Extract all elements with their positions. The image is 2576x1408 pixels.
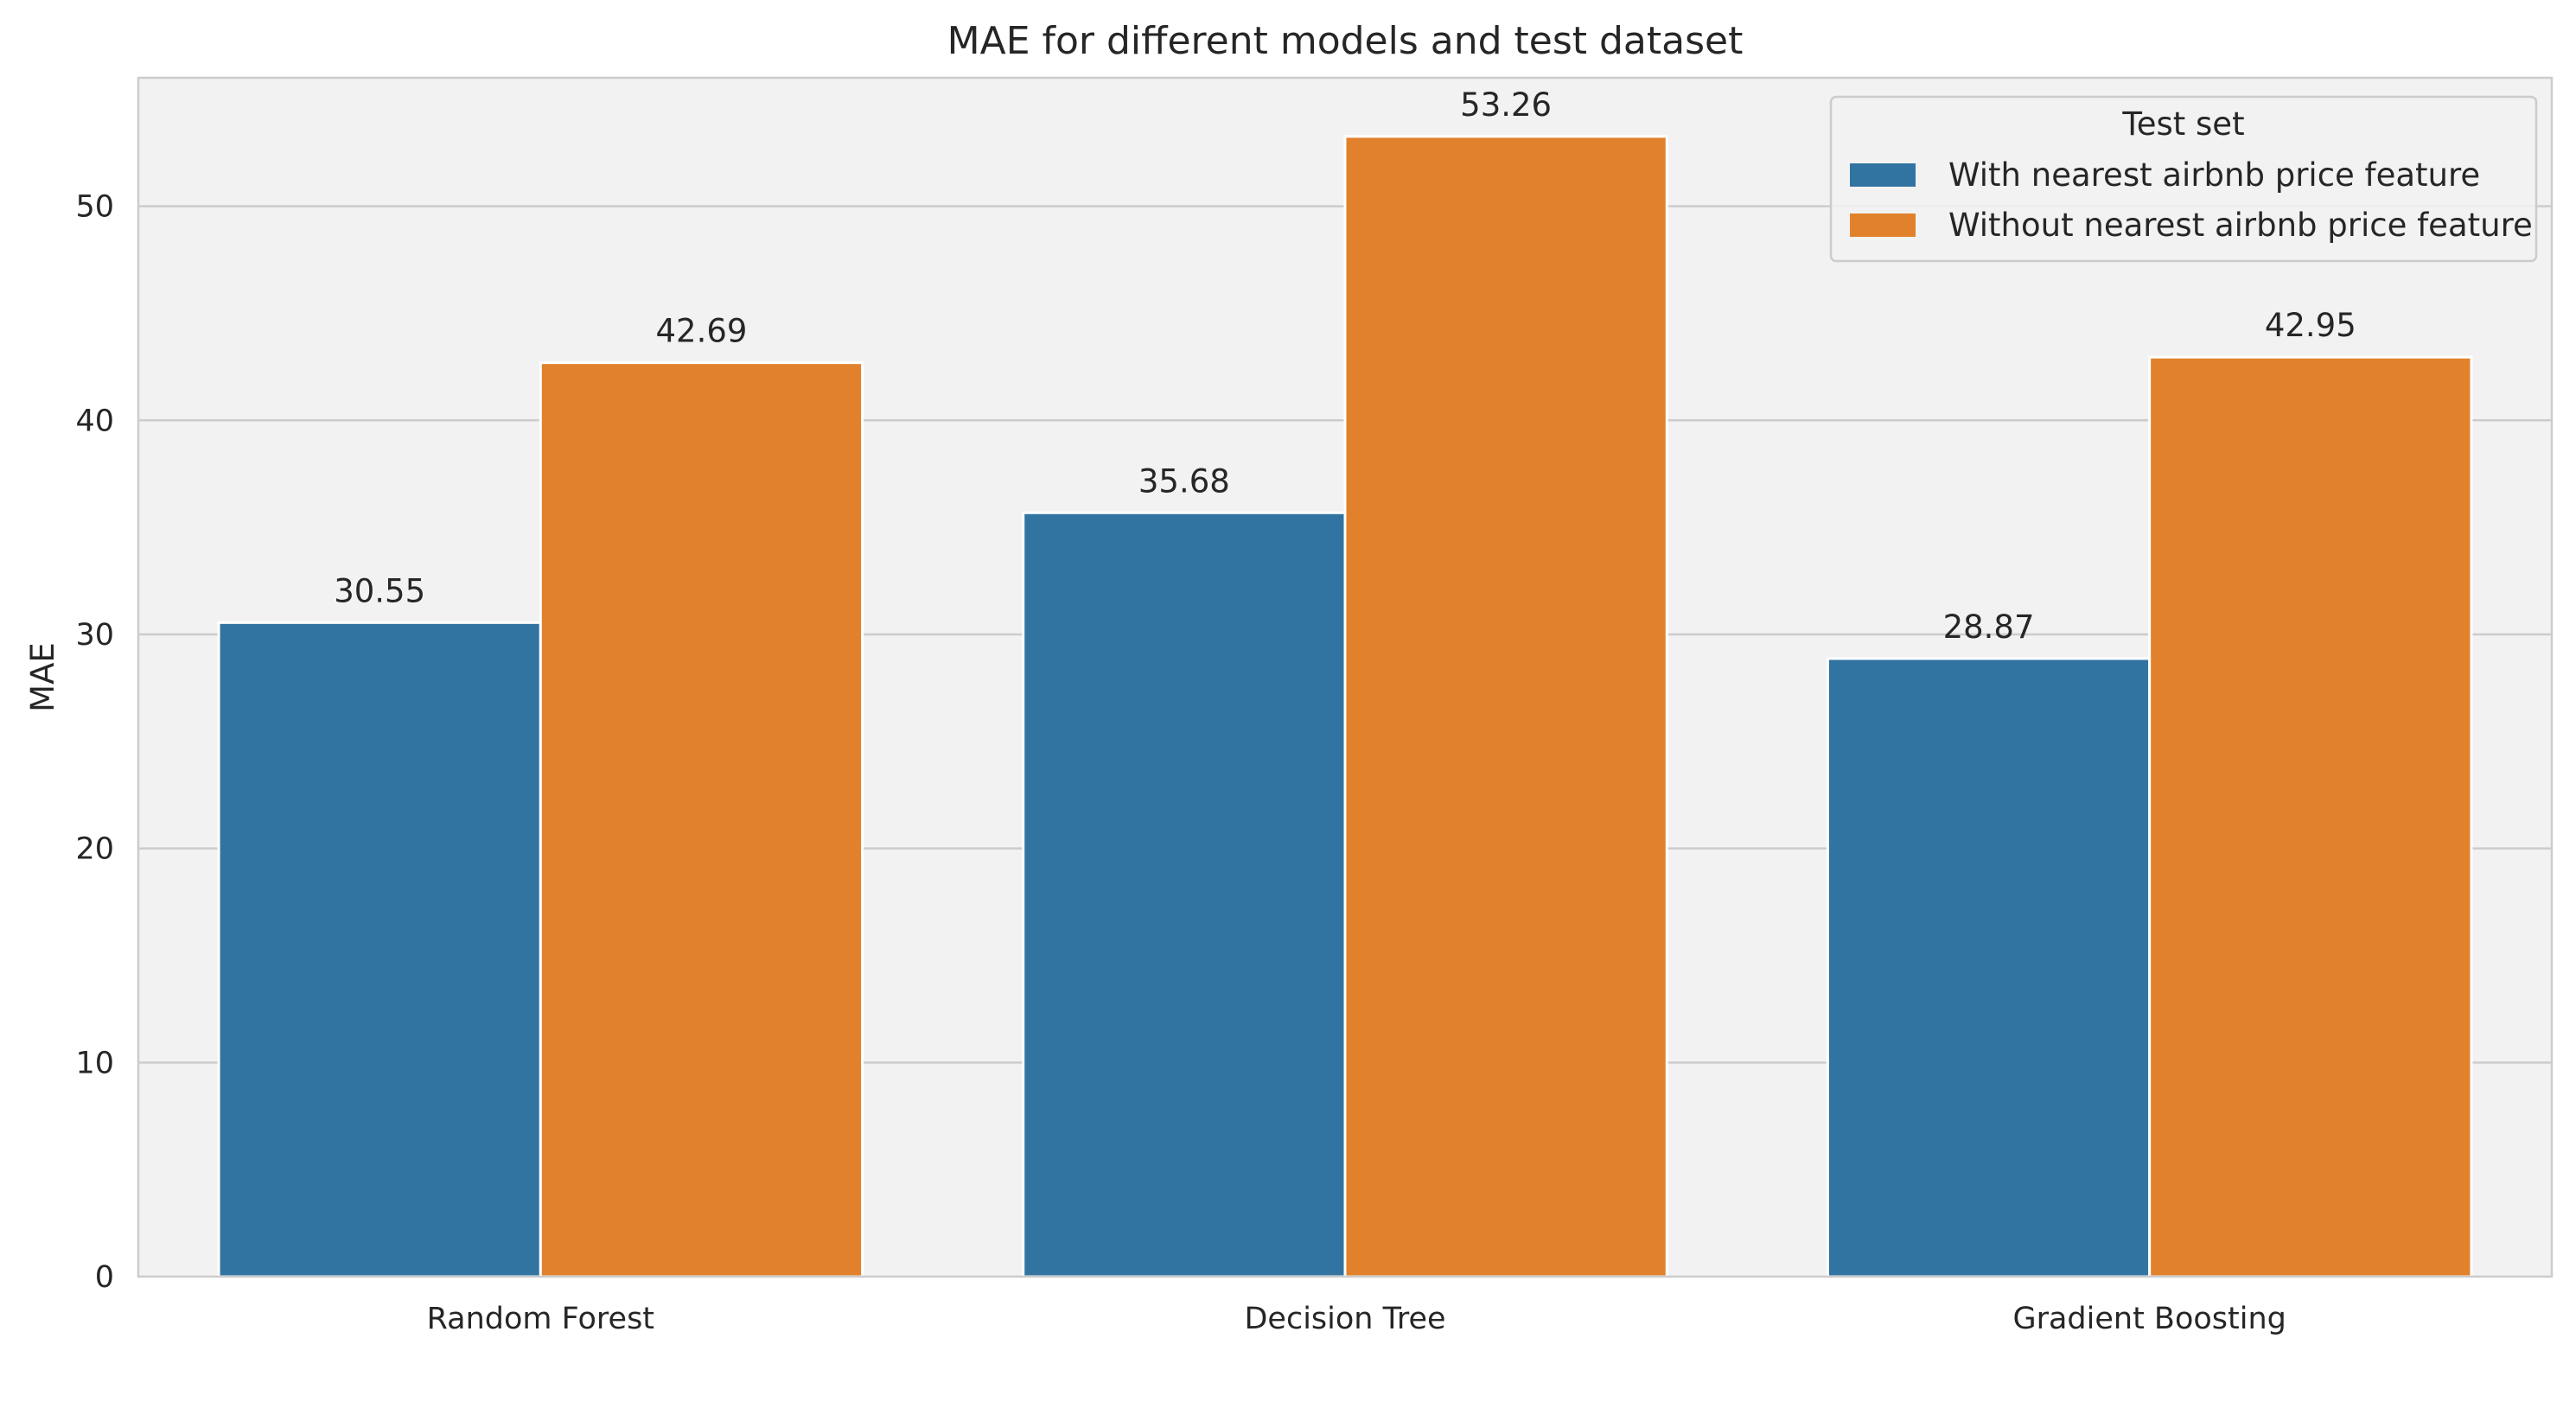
x-tick-label: Random Forest — [427, 1302, 654, 1336]
bar-value-label: 35.68 — [1138, 462, 1230, 500]
legend-title: Test set — [2121, 105, 2244, 143]
bar-value-label: 42.69 — [655, 313, 747, 350]
bar — [1826, 657, 2152, 1278]
bar-value-label: 53.26 — [1460, 86, 1552, 124]
plot-frame — [137, 76, 2554, 1278]
y-tick-label: 50 — [75, 190, 114, 225]
legend: Test set With nearest airbnb price featu… — [1829, 95, 2538, 263]
chart-title: MAE for different models and test datase… — [947, 19, 1744, 63]
bar-value-label: 42.95 — [2265, 307, 2356, 344]
bar-value-labels: 30.55 42.69 35.68 53.26 28.87 42.95 — [334, 86, 2356, 646]
y-tick-label: 30 — [75, 618, 114, 653]
x-tick-label: Decision Tree — [1244, 1302, 1445, 1336]
bar-value-label: 30.55 — [334, 572, 425, 609]
y-tick-label: 40 — [75, 404, 114, 438]
bar — [217, 621, 542, 1278]
bars — [217, 135, 2473, 1278]
x-tick-labels: Random Forest Decision Tree Gradient Boost… — [427, 1302, 2286, 1336]
legend-label: With nearest airbnb price feature — [1948, 156, 2480, 194]
legend-swatch — [1850, 213, 1916, 237]
legend-items: With nearest airbnb price feature Without… — [1850, 156, 2533, 244]
bar — [539, 361, 864, 1278]
y-tick-label: 10 — [75, 1046, 114, 1080]
y-tick-label: 0 — [95, 1260, 114, 1295]
bar-value-label: 28.87 — [1943, 608, 2035, 646]
legend-swatch — [1850, 163, 1916, 187]
y-tick-label: 20 — [75, 832, 114, 867]
y-tick-labels: 0 10 20 30 40 50 — [75, 190, 114, 1295]
bar — [1022, 511, 1347, 1278]
legend-label: Without nearest airbnb price feature — [1948, 207, 2533, 244]
bar — [1343, 135, 1668, 1278]
x-tick-label: Gradient Boosting — [2012, 1302, 2286, 1336]
y-axis-label: MAE — [24, 642, 61, 712]
bar — [2148, 355, 2473, 1278]
legend-box — [1829, 95, 2538, 263]
